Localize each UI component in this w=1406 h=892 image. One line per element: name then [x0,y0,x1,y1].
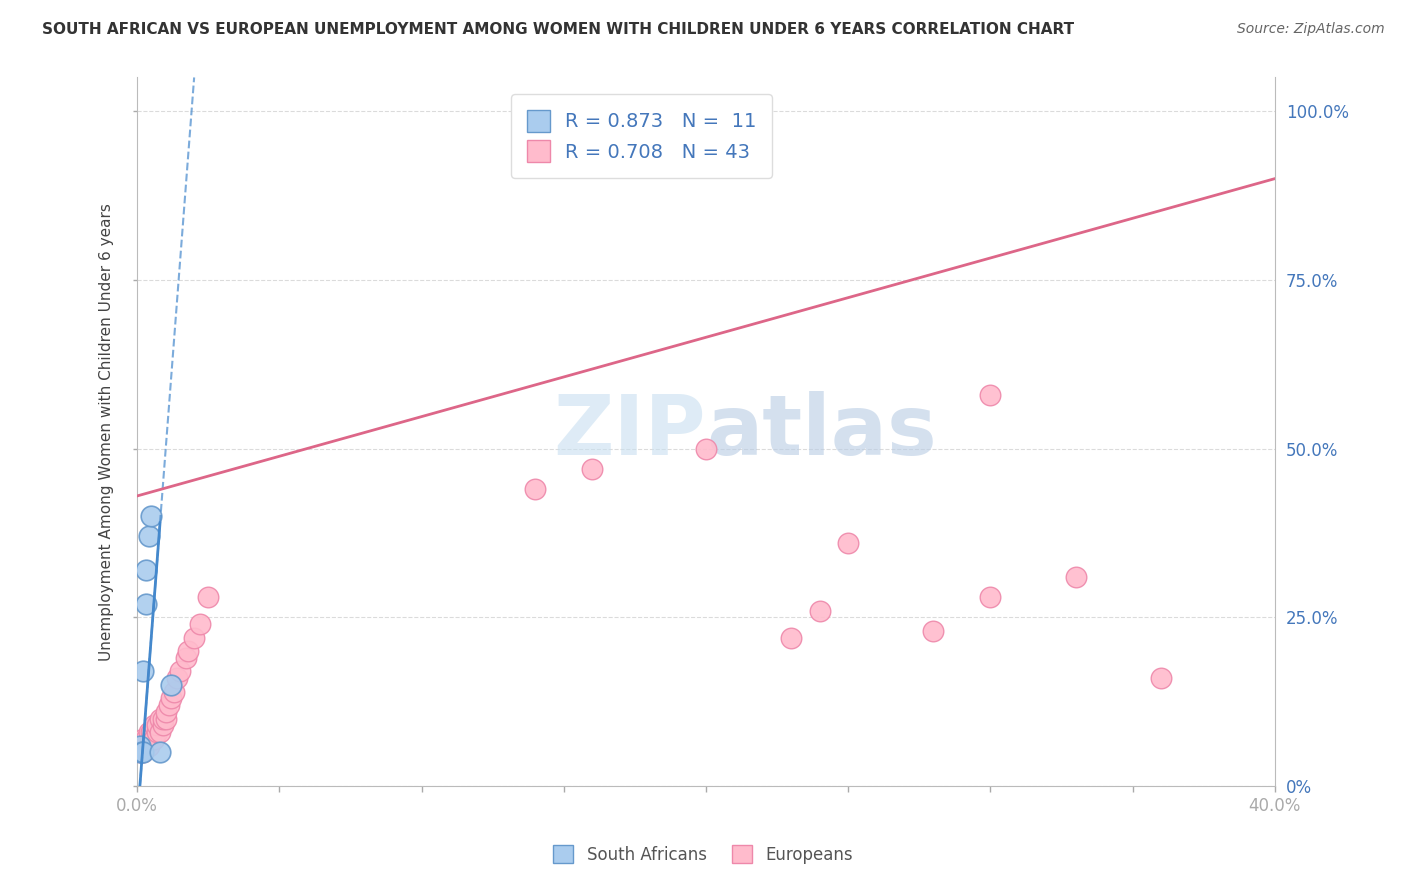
Point [135,731,157,746]
Legend: R = 0.873   N =  11, R = 0.708   N = 43: R = 0.873 N = 11, R = 0.708 N = 43 [510,95,772,178]
Point [1064,570,1087,584]
Point [129,745,152,759]
Point [166,671,188,685]
Point [163,684,186,698]
Point [152,712,174,726]
Point [129,739,152,753]
Point [581,462,603,476]
Point [143,731,166,746]
Point [132,731,155,746]
Point [135,563,157,577]
Point [135,739,157,753]
Point [132,745,155,759]
Point [837,536,859,550]
Text: Source: ZipAtlas.com: Source: ZipAtlas.com [1237,22,1385,37]
Point [138,725,160,739]
Point [146,725,169,739]
Text: atlas: atlas [706,392,936,472]
Point [146,718,169,732]
Point [135,597,157,611]
Point [155,712,177,726]
Point [169,665,191,679]
Point [979,387,1001,401]
Point [197,590,219,604]
Point [979,590,1001,604]
Point [188,617,211,632]
Point [129,745,152,759]
Point [808,604,831,618]
Point [141,725,163,739]
Point [780,631,803,645]
Point [143,718,166,732]
Point [149,725,172,739]
Point [160,691,183,706]
Point [1150,671,1173,685]
Point [174,651,197,665]
Point [177,644,200,658]
Point [132,665,155,679]
Point [155,705,177,719]
Point [138,529,160,543]
Text: ZIP: ZIP [554,392,706,472]
Y-axis label: Unemployment Among Women with Children Under 6 years: Unemployment Among Women with Children U… [100,202,114,661]
Point [160,678,183,692]
Point [922,624,945,638]
Point [129,739,152,753]
Point [141,731,163,746]
Point [157,698,180,713]
Point [524,482,547,496]
Point [132,745,155,759]
Point [131,745,153,759]
Point [152,718,174,732]
Point [149,745,172,759]
Text: SOUTH AFRICAN VS EUROPEAN UNEMPLOYMENT AMONG WOMEN WITH CHILDREN UNDER 6 YEARS C: SOUTH AFRICAN VS EUROPEAN UNEMPLOYMENT A… [42,22,1074,37]
Point [138,739,160,753]
Point [141,509,163,524]
Point [695,442,717,456]
Point [149,712,172,726]
Legend: South Africans, Europeans: South Africans, Europeans [547,838,859,871]
Point [183,631,205,645]
